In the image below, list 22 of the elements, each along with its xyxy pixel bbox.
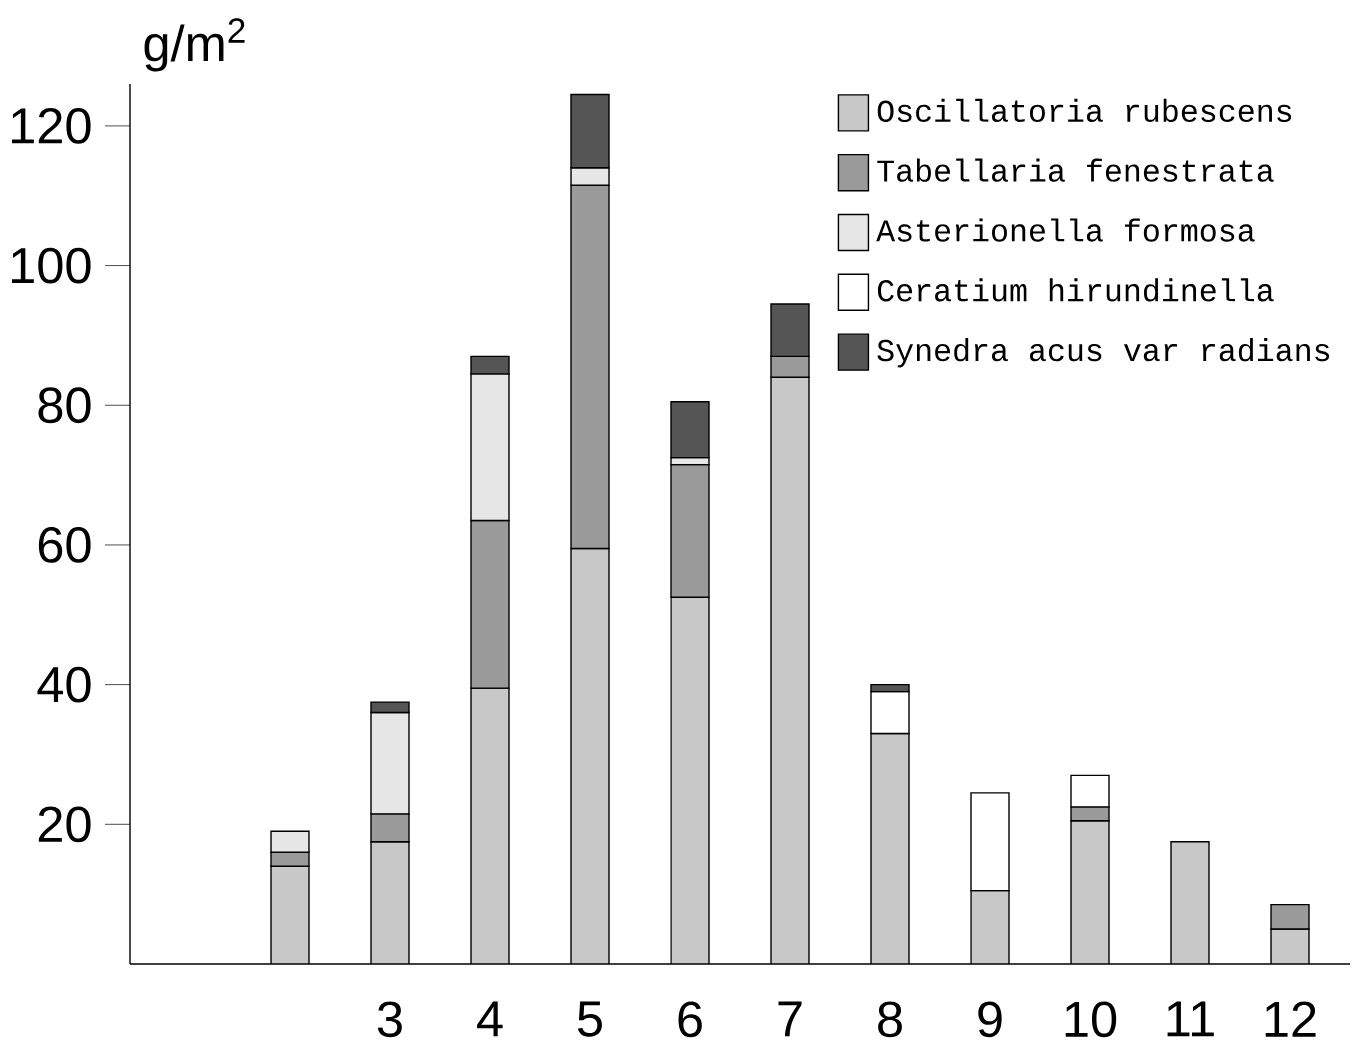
- y-tick-label: 120: [12, 107, 91, 144]
- y-tick-label: 20: [38, 806, 91, 843]
- x-tick-label: 6: [678, 1001, 702, 1038]
- x-tick-label: 8: [878, 1001, 902, 1038]
- y-tick-label: 60: [38, 527, 91, 563]
- x-tick-label: 4: [477, 1001, 503, 1037]
- y-tick-label: 100: [12, 247, 91, 284]
- x-tick-label: 9: [978, 1001, 1002, 1038]
- x-tick-label: 12: [1265, 1001, 1316, 1037]
- legend-label: Ceratium hirundinella: [877, 278, 1274, 302]
- legend-label: Oscillatoria rubescens: [877, 98, 1292, 122]
- x-tick-label: 10: [1065, 1001, 1117, 1038]
- legend-label: Synedra acus var radians: [877, 338, 1330, 368]
- x-tick-label: 11: [1167, 1001, 1214, 1037]
- x-tick-label: 3: [377, 1001, 402, 1038]
- x-tick-label: 5: [577, 1001, 602, 1037]
- x-tick-label: 7: [778, 1001, 802, 1037]
- y-tick-label: 80: [38, 387, 91, 424]
- y-tick-label: 40: [37, 666, 91, 703]
- y-axis-title: g/m$^{2}$: [144, 18, 245, 72]
- legend-label: Asterionella formosa: [876, 218, 1255, 242]
- legend-label: Tabellaria fenestrata: [877, 158, 1274, 182]
